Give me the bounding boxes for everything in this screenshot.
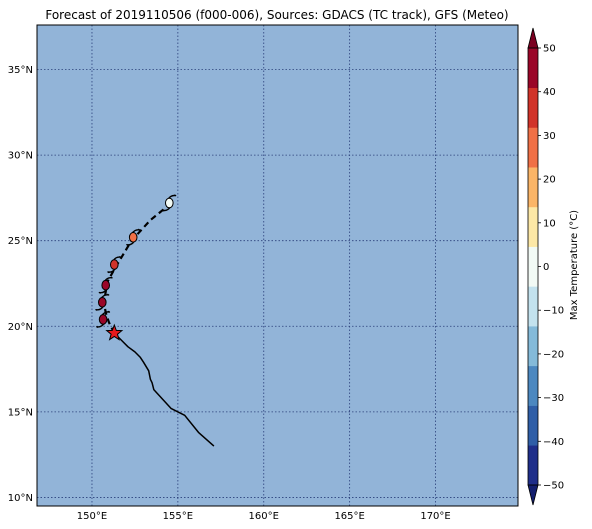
map-frame	[36, 24, 519, 507]
cyclone-core	[101, 279, 110, 291]
longitude-tick-label: 155°E	[163, 511, 193, 522]
colorbar-segment	[528, 127, 538, 168]
cyclone-core	[165, 197, 174, 209]
storm-symbols	[95, 194, 177, 341]
latitude-tick-label: 25°N	[8, 236, 33, 247]
longitude-tick-label: 160°E	[249, 511, 279, 522]
colorbar-segment	[528, 445, 538, 486]
ocean-background	[37, 25, 518, 506]
colorbar-segment	[528, 48, 538, 89]
axis-ticks: 150°E 155°E 160°E 165°E 170°E 10°N 15°N 20°N 25°…	[8, 65, 451, 522]
cyclone-symbol-icon	[126, 228, 141, 246]
cyclone-core	[98, 314, 108, 325]
colorbar-over-arrow	[527, 27, 539, 49]
cyclone-symbol-icon	[96, 310, 111, 329]
storm-track	[102, 203, 215, 447]
cyclone-symbol-icon	[107, 255, 122, 274]
map-panel: 150°E 155°E 160°E 165°E 170°E 10°N 15°N 20°N 25°…	[8, 24, 519, 522]
map-title: Forecast of 2019110506 (f000-006), Sourc…	[45, 8, 508, 22]
colorbar-tick-label: 20	[543, 175, 556, 186]
colorbar-segment	[528, 365, 538, 406]
current-position-star-icon	[105, 323, 124, 341]
colorbar-segment	[528, 326, 538, 367]
cyclone-core	[110, 259, 119, 270]
latitude-tick-label: 15°N	[8, 407, 33, 418]
longitude-tick-label: 165°E	[334, 511, 364, 522]
colorbar-tick-label: 50	[543, 44, 556, 55]
latitude-tick-label: 10°N	[8, 493, 33, 504]
colorbar-label: Max Temperature (°C)	[569, 210, 580, 320]
cyclone-symbol-icon	[162, 194, 177, 212]
colorbar-tick-label: 10	[543, 218, 556, 229]
colorbar-tick-label: 0	[543, 262, 549, 273]
observed-track-line	[113, 332, 215, 447]
latitude-tick-label: 30°N	[8, 151, 33, 162]
cyclone-symbol-icon	[98, 276, 113, 294]
cyclone-core	[98, 296, 107, 308]
longitude-tick-label: 170°E	[420, 511, 450, 522]
cyclone-symbol-icon	[95, 293, 110, 311]
colorbar-tick-label: 30	[543, 131, 556, 142]
colorbar-tick-label: −20	[543, 349, 564, 360]
colorbar-segment	[528, 167, 538, 208]
colorbar-tick-label: −50	[543, 481, 564, 492]
colorbar-tick-label: −40	[543, 437, 564, 448]
colorbar-segment	[528, 206, 538, 247]
colorbar-segment	[528, 286, 538, 327]
longitude-tick-label: 150°E	[77, 511, 107, 522]
colorbar-segment	[528, 405, 538, 446]
forecast-track-line	[102, 203, 170, 334]
colorbar-tick-label: 40	[543, 87, 556, 98]
colorbar-under-arrow	[527, 484, 539, 506]
colorbar-segment	[528, 87, 538, 128]
colorbar: 50 40 30 20 10 0 −10 −20 −30 −40 −50	[527, 27, 564, 506]
latitude-tick-label: 20°N	[8, 322, 33, 333]
colorbar-segment	[528, 246, 538, 287]
colorbar-tick-label: −30	[543, 393, 564, 404]
colorbar-tick-label: −10	[543, 306, 564, 317]
cyclone-core	[128, 232, 138, 243]
latitude-tick-label: 35°N	[8, 65, 33, 76]
